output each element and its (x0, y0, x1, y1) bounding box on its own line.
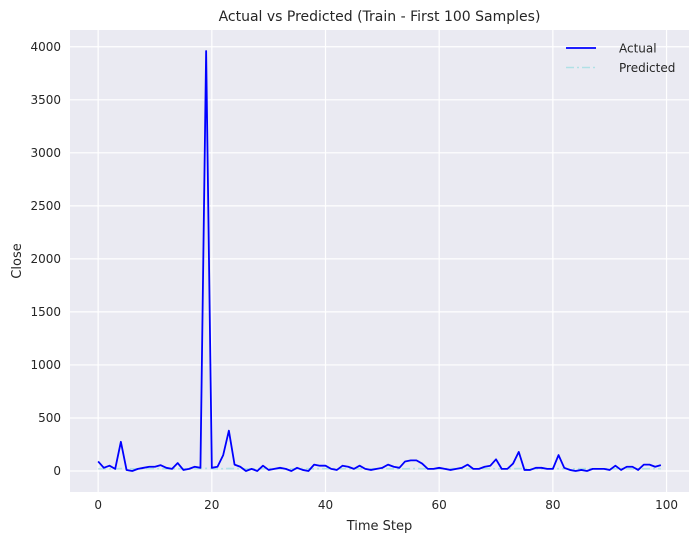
series-line-actual (97, 50, 662, 472)
y-tick-label: 4000 (30, 40, 61, 54)
x-tick-label: 20 (204, 498, 219, 512)
y-tick-label: 2000 (30, 252, 61, 266)
y-tick-label: 1500 (30, 305, 61, 319)
series-layer (97, 50, 662, 472)
chart-title: Actual vs Predicted (Train - First 100 S… (219, 9, 541, 25)
y-tick-label: 3500 (30, 93, 61, 107)
legend-label-actual: Actual (619, 42, 657, 56)
y-tick-label: 0 (53, 464, 61, 478)
y-axis-label: Close (10, 243, 25, 278)
y-tick-label: 1000 (30, 358, 61, 372)
x-tick-label: 100 (655, 498, 678, 512)
legend-label-predicted: Predicted (619, 61, 675, 75)
x-tick-label: 60 (432, 498, 447, 512)
y-tick-label: 2500 (30, 199, 61, 213)
x-tick-label: 40 (318, 498, 333, 512)
y-tick-label: 3000 (30, 146, 61, 160)
y-tick-labels: 0 500 1000 1500 2000 2500 3000 3500 4000 (30, 40, 61, 478)
x-tick-label: 0 (94, 498, 102, 512)
legend: Actual Predicted (566, 42, 675, 75)
x-axis-label: Time Step (346, 519, 413, 534)
x-tick-labels: 0 20 40 60 80 100 (94, 498, 678, 512)
x-tick-label: 80 (545, 498, 560, 512)
plot-area (70, 30, 689, 492)
y-tick-label: 500 (38, 411, 61, 425)
